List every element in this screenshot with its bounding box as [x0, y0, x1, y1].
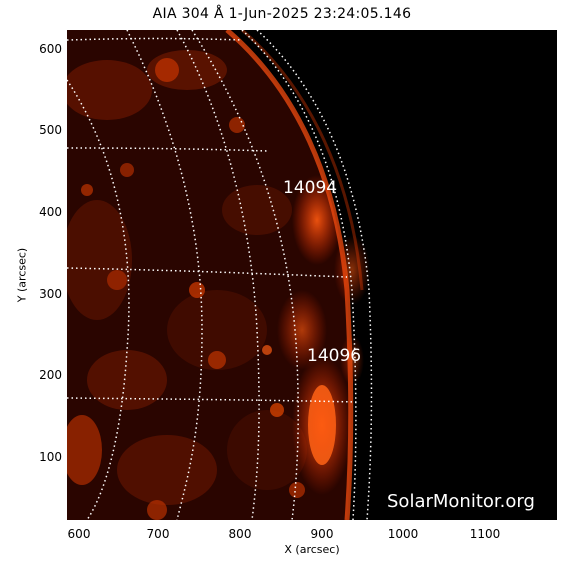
region-label-14096: 14096	[307, 346, 361, 366]
heliographic-grid	[67, 30, 373, 520]
y-axis-label: Y (arcsec)	[15, 247, 29, 303]
y-tick-label: 200	[39, 368, 62, 382]
solar-image-panel: 14094 14096 SolarMonitor.org	[67, 30, 557, 520]
x-axis-label: X (arcsec)	[284, 543, 340, 556]
y-tick-label: 300	[39, 287, 62, 301]
x-tick-label: 900	[310, 527, 334, 541]
x-tick-label: 700	[146, 527, 170, 541]
x-tick-label: 600	[67, 527, 91, 541]
region-label-14094: 14094	[283, 178, 337, 198]
solar-disk	[67, 30, 370, 520]
y-tick-label: 600	[39, 42, 62, 56]
x-tick-label: 1100	[469, 527, 501, 541]
x-tick-label: 1000	[387, 527, 419, 541]
y-tick-label: 400	[39, 205, 62, 219]
x-tick-label: 800	[228, 527, 252, 541]
image-title: AIA 304 Å 1-Jun-2025 23:24:05.146	[152, 6, 412, 22]
y-tick-label: 500	[39, 123, 62, 137]
y-tick-label: 100	[39, 450, 62, 464]
solar-disk-image: 14094 14096 SolarMonitor.org	[67, 30, 535, 520]
watermark: SolarMonitor.org	[387, 491, 535, 512]
